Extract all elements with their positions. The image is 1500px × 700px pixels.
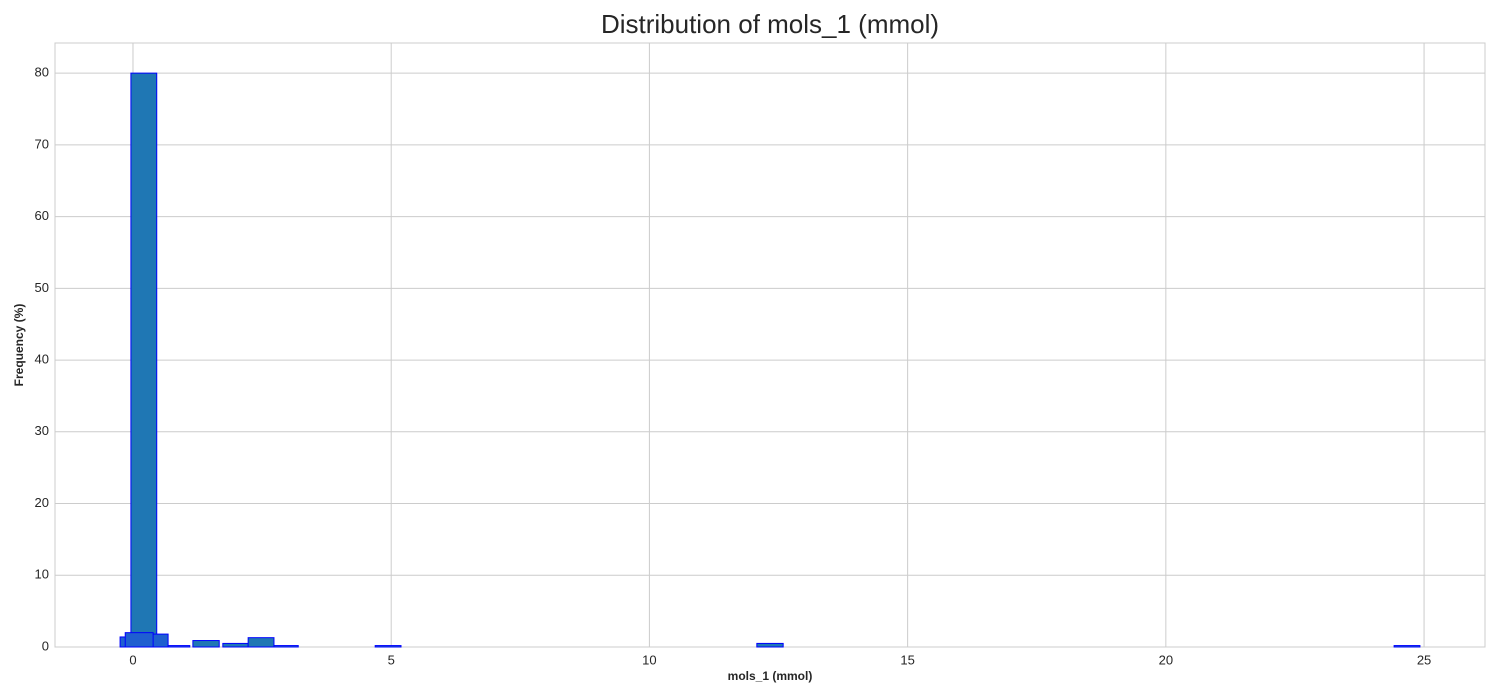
histogram-bar bbox=[167, 645, 191, 648]
histogram-bar bbox=[124, 632, 154, 648]
y-tick-label: 30 bbox=[35, 423, 49, 438]
x-tick-label: 25 bbox=[1417, 652, 1431, 667]
histogram-bar bbox=[1393, 645, 1421, 648]
y-tick-label: 70 bbox=[35, 136, 49, 151]
histogram-bar bbox=[374, 645, 402, 648]
x-tick-label: 0 bbox=[129, 652, 136, 667]
y-tick-label: 60 bbox=[35, 208, 49, 223]
x-axis-label: mols_1 (mmol) bbox=[728, 669, 813, 683]
histogram-bar bbox=[192, 640, 220, 648]
histogram-bar bbox=[273, 645, 299, 648]
plot-frame bbox=[54, 42, 1486, 648]
chart-title: Distribution of mols_1 (mmol) bbox=[601, 9, 939, 39]
y-tick-label: 80 bbox=[35, 65, 49, 80]
x-tick-label: 15 bbox=[900, 652, 914, 667]
y-tick-label: 50 bbox=[35, 280, 49, 295]
histogram-bar bbox=[756, 642, 784, 648]
y-axis-label: Frequency (%) bbox=[12, 304, 26, 387]
histogram-bar bbox=[130, 72, 158, 648]
x-tick-label: 5 bbox=[388, 652, 395, 667]
y-tick-label: 20 bbox=[35, 495, 49, 510]
y-tick-label: 0 bbox=[42, 638, 49, 653]
histogram-bar bbox=[222, 642, 249, 648]
histogram-bar bbox=[247, 637, 275, 648]
y-tick-label: 10 bbox=[35, 567, 49, 582]
x-tick-label: 20 bbox=[1159, 652, 1173, 667]
y-tick-label: 40 bbox=[35, 352, 49, 367]
x-tick-label: 10 bbox=[642, 652, 656, 667]
